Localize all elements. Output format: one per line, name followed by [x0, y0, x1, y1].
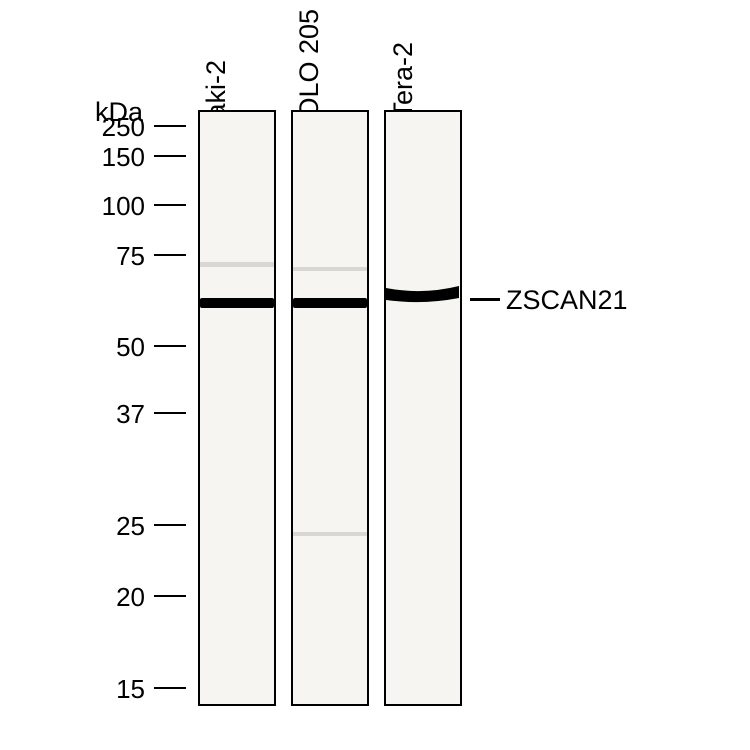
blot-lane	[384, 110, 462, 706]
nonspecific-band	[200, 262, 274, 267]
mw-tick	[154, 687, 186, 690]
mw-label: 20	[0, 582, 145, 613]
mw-tick	[154, 345, 186, 348]
mw-tick	[154, 204, 186, 207]
mw-label: 37	[0, 399, 145, 430]
nonspecific-band	[293, 267, 367, 271]
mw-label: 75	[0, 241, 145, 272]
target-band-tick	[470, 298, 500, 301]
blot-lane	[198, 110, 276, 706]
mw-label: 15	[0, 674, 145, 705]
target-band-label: ZSCAN21	[506, 285, 628, 316]
mw-label: 250	[0, 112, 145, 143]
protein-band	[200, 298, 274, 308]
mw-label: 50	[0, 332, 145, 363]
blot-lane	[291, 110, 369, 706]
protein-band	[386, 286, 459, 308]
mw-tick	[154, 254, 186, 257]
mw-tick	[154, 524, 186, 527]
mw-label: 150	[0, 142, 145, 173]
mw-label: 25	[0, 511, 145, 542]
western-blot-figure: kDa 250150100755037252015 Caki-2COLO 205…	[0, 0, 750, 750]
protein-band	[293, 298, 367, 308]
mw-tick	[154, 155, 186, 158]
mw-label: 100	[0, 191, 145, 222]
mw-tick	[154, 595, 186, 598]
mw-tick	[154, 125, 186, 128]
mw-tick	[154, 412, 186, 415]
nonspecific-band	[293, 532, 367, 536]
